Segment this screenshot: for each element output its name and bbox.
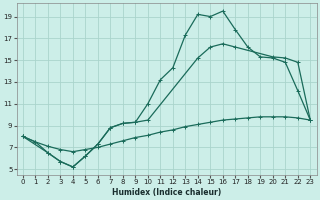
X-axis label: Humidex (Indice chaleur): Humidex (Indice chaleur)	[112, 188, 221, 197]
